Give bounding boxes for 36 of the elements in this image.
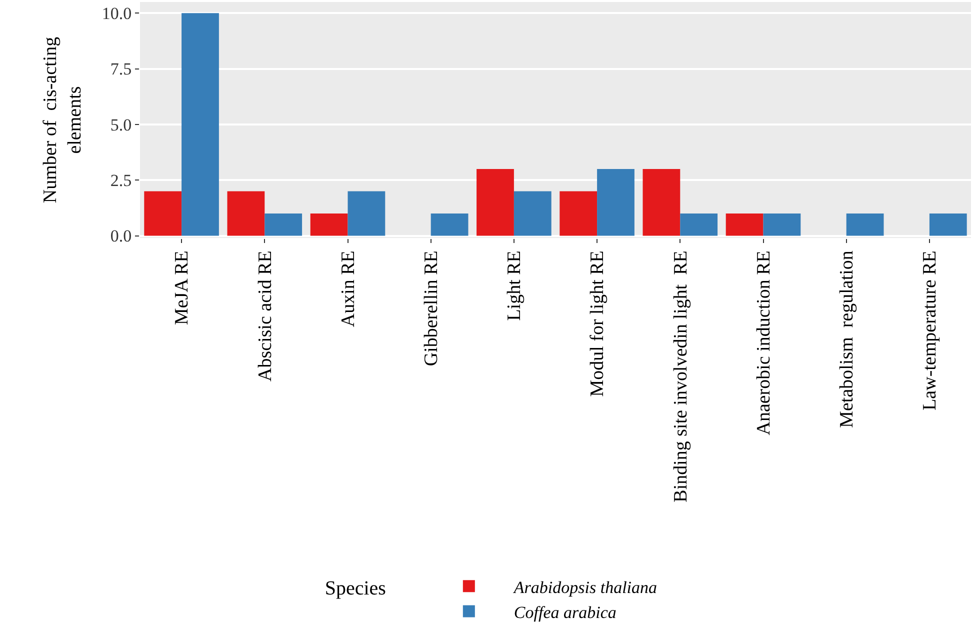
legend-label: Coffea arabica [514,602,616,622]
x-tick-label: Anaerobic induction RE [753,250,774,436]
bar [846,214,884,236]
x-tick-label: Abscisic acid RE [254,250,276,382]
x-tick-label: Metabolism regulation [836,250,858,428]
bar [680,214,718,236]
bar [726,214,764,236]
x-tick-label: Gibberellin RE [421,250,442,366]
y-tick-label: 2.5 [110,171,132,190]
legend-label: Arabidopsis thaliana [512,578,658,597]
x-tick-label: Modul for light RE [587,250,608,397]
bar [264,214,302,236]
legend-title: Species [324,578,416,600]
y-tick-label: 5.0 [110,115,132,134]
bar [227,191,265,236]
bar [182,13,219,236]
bar [642,168,680,236]
bar [597,168,634,236]
bar [430,214,468,236]
x-tick-label: MeJA RE [172,250,193,326]
bar [476,168,514,236]
x-tick-label: Binding site involvedin light RE [670,250,692,502]
y-tick-label: 7.5 [110,60,132,79]
bar [560,191,598,236]
x-tick-label: Light RE [504,250,526,321]
bar [144,191,182,236]
bar [514,191,552,236]
x-tick-label: Law-temperature RE [920,250,941,410]
x-tick-label: Auxin RE [338,250,359,328]
bar [348,191,386,236]
bar [310,214,348,236]
y-tick-label: 0.0 [110,226,132,246]
bar [763,214,801,236]
y-tick-label: 10.0 [102,4,132,24]
bar [929,214,967,236]
y-axis-title: Number of cis-acting elements [40,36,86,204]
